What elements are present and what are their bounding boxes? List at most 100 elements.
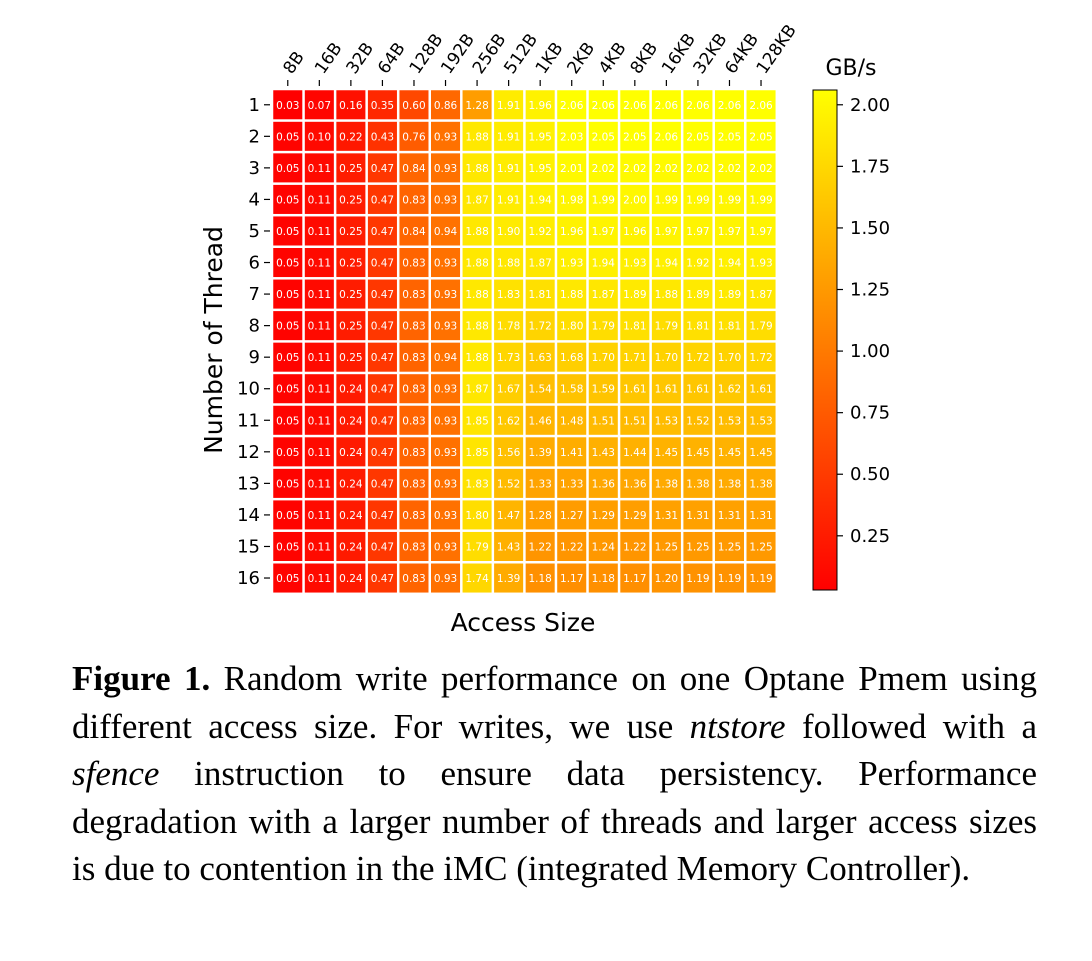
heatmap-cell xyxy=(336,531,366,561)
heatmap-cell xyxy=(683,153,713,183)
heatmap-cell xyxy=(494,531,524,561)
heatmap-cell xyxy=(273,216,303,246)
cell-value-label: 1.95 xyxy=(528,131,551,143)
heatmap-cell xyxy=(557,405,587,435)
heatmap-cell xyxy=(367,90,397,120)
heatmap-cell xyxy=(651,121,681,151)
heatmap-cell xyxy=(714,342,744,372)
cell-value-label: 1.79 xyxy=(749,321,772,333)
heatmap-cell xyxy=(462,90,492,120)
cell-value-label: 0.05 xyxy=(276,226,299,238)
heatmap-cell xyxy=(494,216,524,246)
heatmap-cell xyxy=(651,90,681,120)
heatmap-cell xyxy=(557,500,587,530)
cell-value-label: 0.47 xyxy=(371,541,394,553)
cell-value-label: 0.83 xyxy=(402,258,425,270)
heatmap-cell xyxy=(304,468,334,498)
heatmap-cell xyxy=(557,90,587,120)
heatmap-cell xyxy=(588,90,618,120)
cell-value-label: 0.93 xyxy=(434,384,457,396)
cell-value-label: 0.93 xyxy=(434,258,457,270)
heatmap-cell xyxy=(525,405,555,435)
cell-value-label: 0.11 xyxy=(308,384,331,396)
cell-value-label: 1.39 xyxy=(497,573,520,585)
heatmap-cell xyxy=(431,121,461,151)
y-tick-label: 1 xyxy=(249,95,260,116)
heatmap-cell xyxy=(367,248,397,278)
cell-value-label: 0.05 xyxy=(276,163,299,175)
heatmap-cell xyxy=(336,468,366,498)
caption-emphasis-ntstore: ntstore xyxy=(689,706,786,746)
cell-value-label: 1.51 xyxy=(623,415,646,427)
cell-value-label: 0.93 xyxy=(434,478,457,490)
heatmap-cell xyxy=(273,153,303,183)
cell-value-label: 0.47 xyxy=(371,510,394,522)
heatmap-cell xyxy=(746,437,776,467)
heatmap-figure: 8B 16B32B64B128B192B256B512B1KB2KB4KB8KB1… xyxy=(199,21,890,637)
cell-value-label: 1.43 xyxy=(497,541,520,553)
y-tick-label: 6 xyxy=(249,253,260,274)
cell-value-label: 0.11 xyxy=(308,415,331,427)
heatmap-cell xyxy=(336,437,366,467)
heatmap-cell xyxy=(557,184,587,214)
heatmap-cell xyxy=(620,248,650,278)
heatmap-cell xyxy=(683,248,713,278)
heatmap-cell xyxy=(336,311,366,341)
heatmap-cell xyxy=(304,531,334,561)
cell-value-label: 1.44 xyxy=(623,447,647,459)
heatmap-cell xyxy=(588,184,618,214)
heatmap-cell xyxy=(431,342,461,372)
heatmap-cell xyxy=(273,374,303,404)
heatmap-cell xyxy=(588,468,618,498)
cell-value-label: 2.01 xyxy=(560,163,583,175)
heatmap-cell xyxy=(273,405,303,435)
heatmap-cell xyxy=(431,563,461,593)
heatmap-cell xyxy=(651,500,681,530)
y-tick-label: 9 xyxy=(249,347,260,368)
heatmap-cell xyxy=(336,248,366,278)
heatmap-cell xyxy=(651,405,681,435)
heatmap-cell xyxy=(588,405,618,435)
heatmap-cell xyxy=(367,531,397,561)
cell-value-label: 0.47 xyxy=(371,573,394,585)
cell-value-label: 2.06 xyxy=(718,100,742,112)
cell-value-label: 1.91 xyxy=(497,163,520,175)
heatmap-cell xyxy=(367,279,397,309)
cell-value-label: 0.47 xyxy=(371,321,394,333)
heatmap-cell xyxy=(431,248,461,278)
cell-value-label: 0.05 xyxy=(276,478,299,490)
cell-value-label: 0.11 xyxy=(308,447,331,459)
heatmap-cell xyxy=(557,248,587,278)
heatmap-cell xyxy=(651,437,681,467)
cell-value-label: 0.35 xyxy=(371,100,394,112)
heatmap-cell xyxy=(714,437,744,467)
heatmap-cell xyxy=(494,90,524,120)
cell-value-label: 1.99 xyxy=(718,194,741,206)
heatmap-cell xyxy=(683,500,713,530)
cell-value-label: 1.92 xyxy=(528,226,551,238)
heatmap-cell xyxy=(683,563,713,593)
heatmap-cell xyxy=(367,405,397,435)
x-tick-label: 64KB xyxy=(721,30,763,78)
cell-value-label: 0.25 xyxy=(339,352,362,364)
heatmap-cell xyxy=(273,248,303,278)
cell-value-label: 0.47 xyxy=(371,194,394,206)
heatmap-cell xyxy=(714,184,744,214)
heatmap-cell xyxy=(336,563,366,593)
cell-value-label: 1.61 xyxy=(686,384,709,396)
heatmap-cell xyxy=(431,374,461,404)
cell-value-label: 1.36 xyxy=(592,478,616,490)
heatmap-cell xyxy=(462,531,492,561)
heatmap-cell xyxy=(273,531,303,561)
cell-value-label: 1.46 xyxy=(528,415,552,427)
y-tick-label: 3 xyxy=(249,158,260,179)
cell-value-label: 0.05 xyxy=(276,573,299,585)
cell-value-label: 0.24 xyxy=(339,573,363,585)
cell-value-label: 1.25 xyxy=(749,541,772,553)
heatmap-cell xyxy=(431,90,461,120)
y-tick-label: 8 xyxy=(249,316,260,337)
cell-value-label: 1.19 xyxy=(749,573,772,585)
cell-value-label: 1.41 xyxy=(560,447,583,459)
cell-value-label: 1.89 xyxy=(718,289,741,301)
cell-value-label: 2.02 xyxy=(749,163,772,175)
